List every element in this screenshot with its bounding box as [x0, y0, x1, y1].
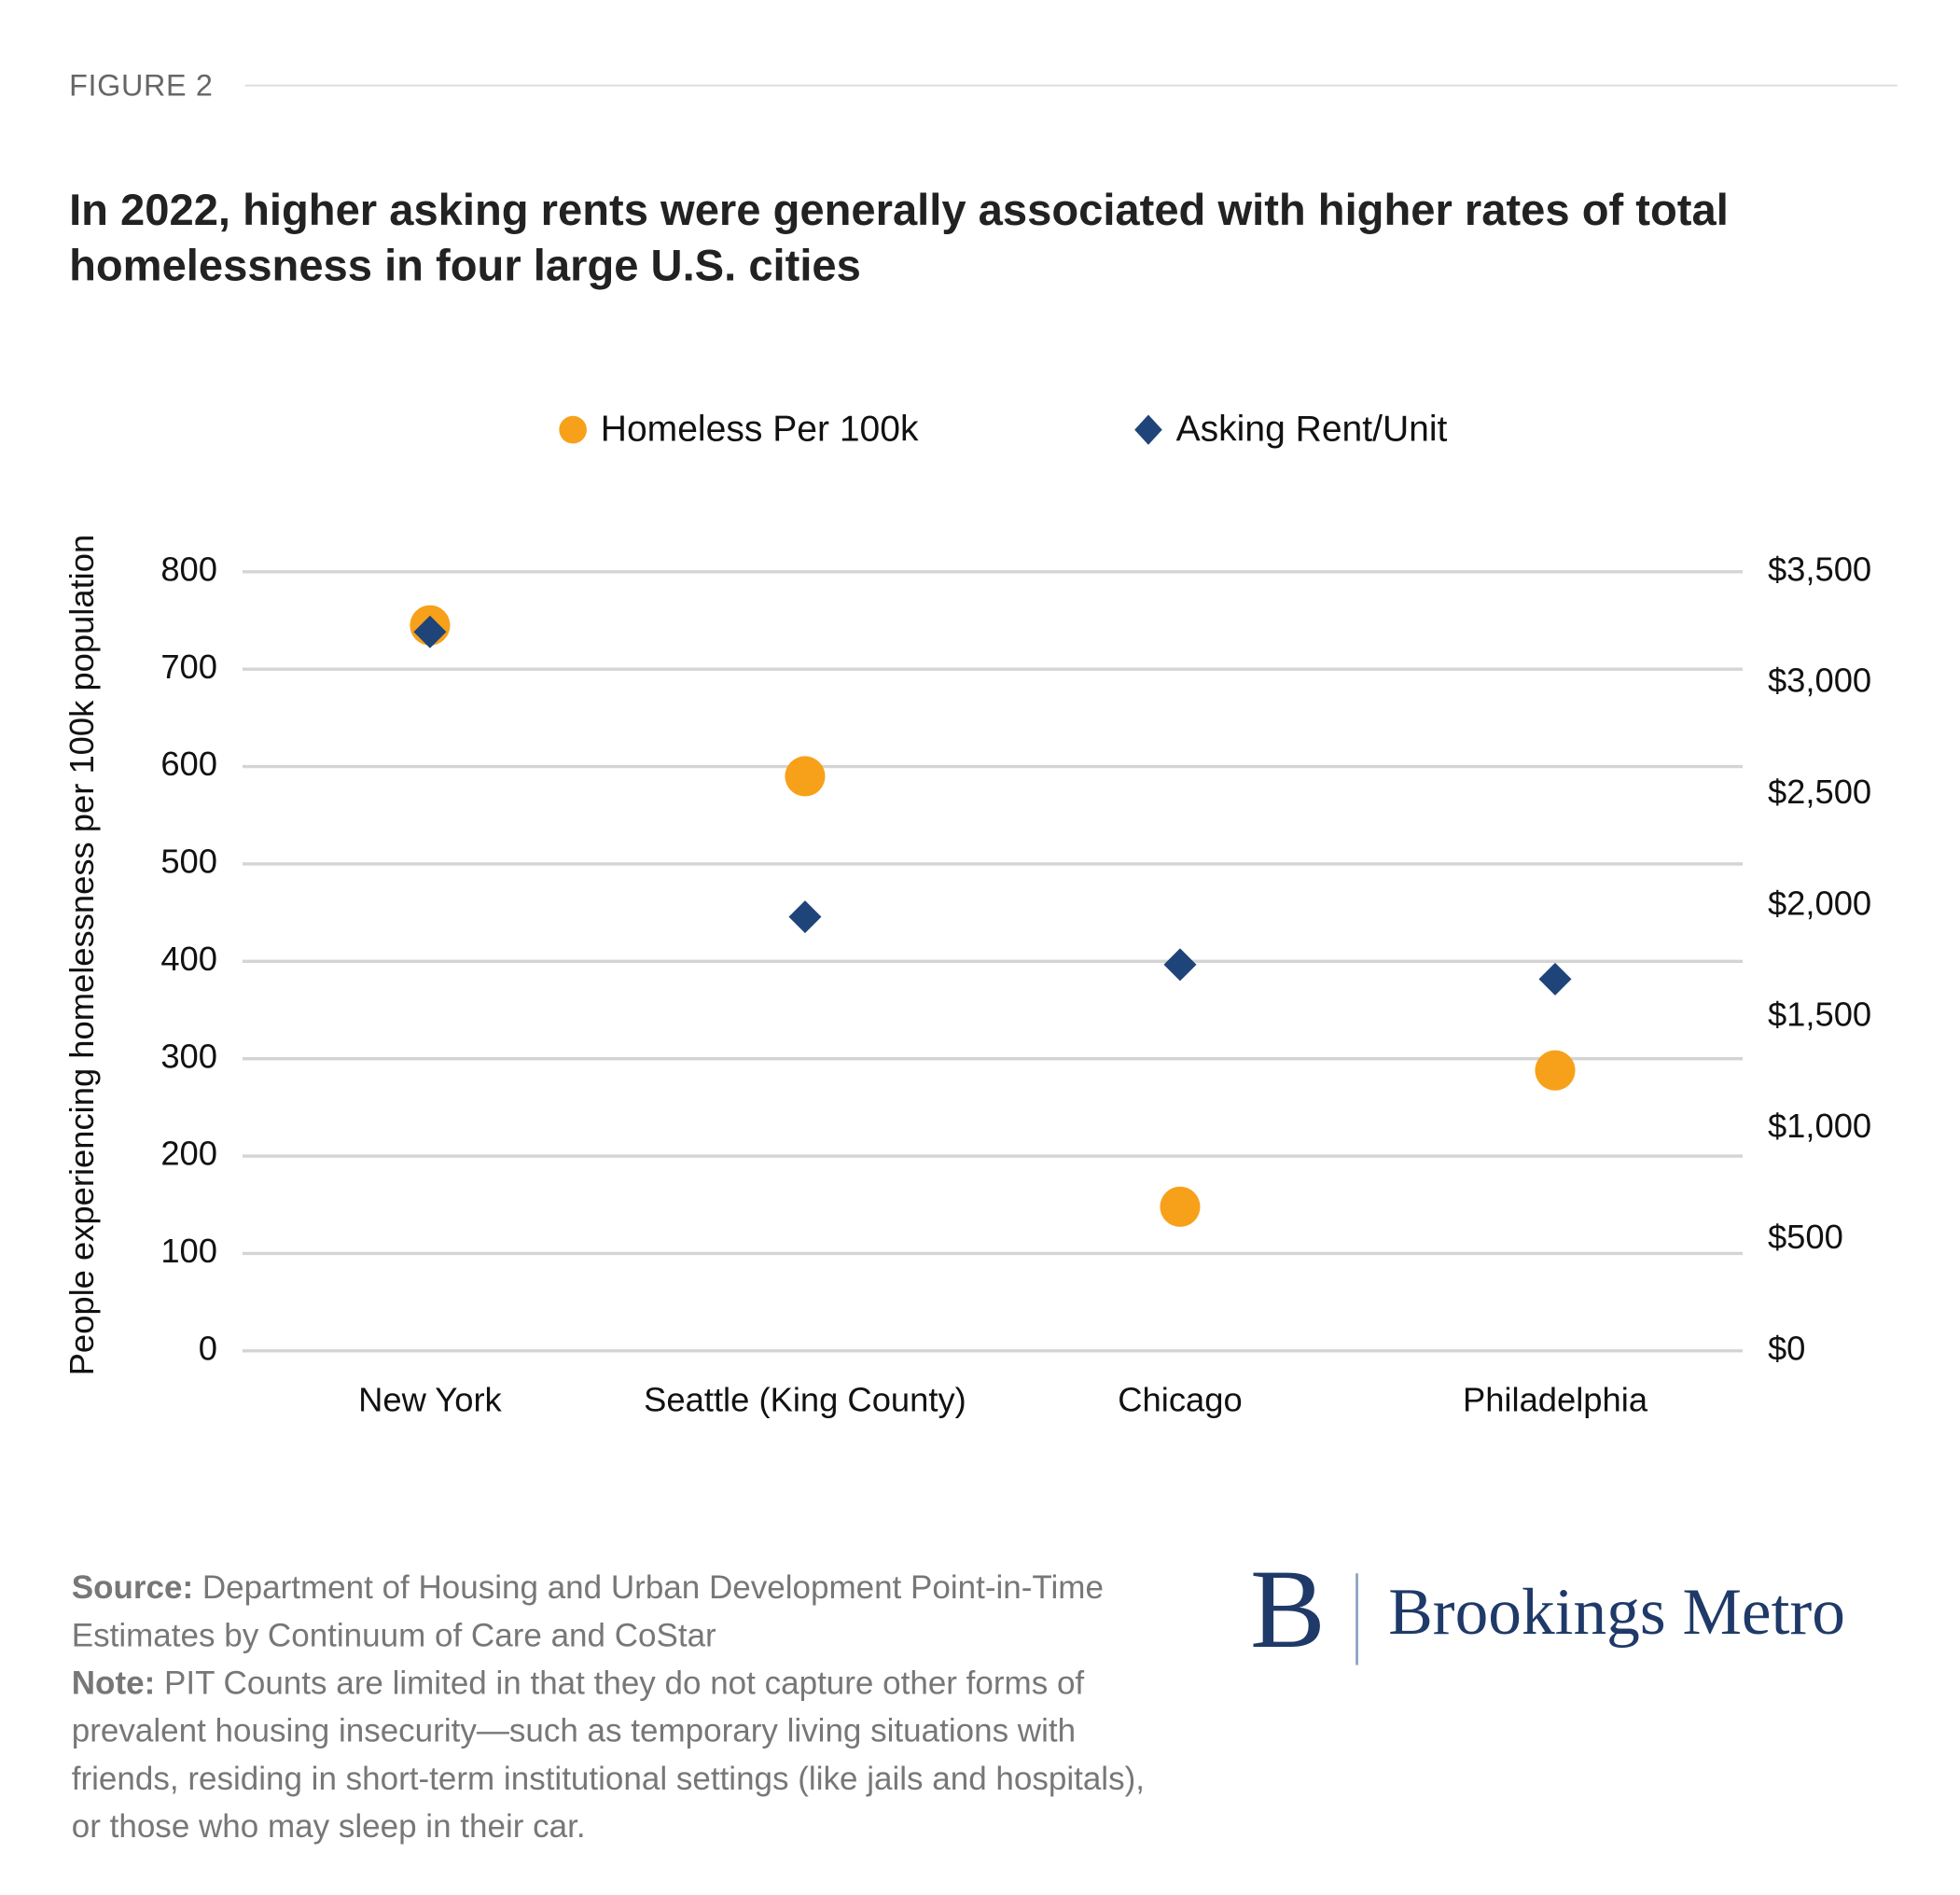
- figure-label: FIGURE 2: [69, 69, 214, 104]
- y-tick-label: 600: [160, 745, 217, 783]
- x-tick-label: Chicago: [1118, 1381, 1242, 1419]
- chart-title: In 2022, higher asking rents were genera…: [69, 186, 1729, 291]
- y2-tick-label: $0: [1768, 1329, 1805, 1367]
- y2-tick-label: $1,000: [1768, 1107, 1871, 1145]
- data-point: [413, 615, 447, 648]
- y-tick-label: 700: [160, 648, 217, 686]
- y-tick-label: 400: [160, 940, 217, 978]
- y-axis-label: People experiencing homelessness per 100…: [63, 535, 101, 1376]
- legend-label: Homeless Per 100k: [601, 409, 919, 449]
- note: PIT Counts are limited in that they do n…: [71, 1664, 1145, 1846]
- legend-swatch: [559, 415, 587, 444]
- x-tick-label: Seattle (King County): [644, 1381, 966, 1419]
- y2-tick-label: $500: [1768, 1218, 1843, 1256]
- y2-tick-label: $2,500: [1768, 773, 1871, 811]
- y2-tick-label: $3,500: [1768, 550, 1871, 588]
- data-point: [788, 900, 822, 934]
- data-point: [1535, 1050, 1576, 1091]
- y-tick-label: 100: [160, 1232, 217, 1270]
- y-tick-label: 200: [160, 1135, 217, 1173]
- y-tick-label: 300: [160, 1037, 217, 1075]
- data-point: [785, 756, 826, 797]
- y-tick-label: 0: [199, 1329, 217, 1367]
- y2-tick-label: $2,000: [1768, 884, 1871, 922]
- data-point: [1160, 1186, 1201, 1227]
- source: Department of Housing and Urban Developm…: [71, 1568, 1104, 1654]
- y-tick-label: 800: [160, 550, 217, 588]
- y2-tick-label: $3,000: [1768, 662, 1871, 700]
- logo-name: Brookings Metro: [1388, 1575, 1845, 1649]
- source-label: Source:: [71, 1568, 194, 1607]
- footnote: Source: Department of Housing and Urban …: [72, 1563, 1165, 1849]
- logo-mark: B: [1250, 1547, 1326, 1672]
- y2-tick-label: $1,500: [1768, 996, 1871, 1034]
- x-tick-label: Philadelphia: [1463, 1381, 1648, 1419]
- data-point: [1163, 948, 1197, 982]
- x-tick-label: New York: [358, 1381, 502, 1419]
- legend-label: Asking Rent/Unit: [1176, 409, 1448, 449]
- legend-swatch: [1134, 414, 1162, 445]
- data-point: [1538, 962, 1572, 996]
- note-label: Note:: [71, 1664, 156, 1702]
- y-tick-label: 500: [160, 843, 217, 881]
